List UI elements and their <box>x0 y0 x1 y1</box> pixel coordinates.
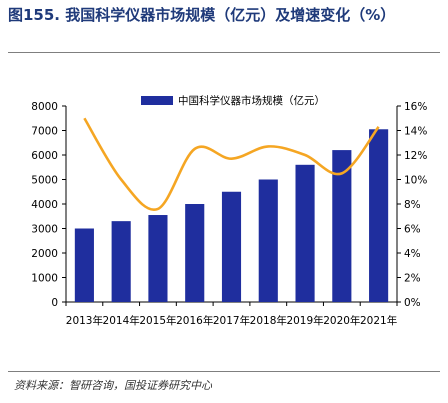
y2-tick-label: 8% <box>404 199 421 211</box>
y-tick-label: 6000 <box>31 150 58 162</box>
y2-tick-label: 6% <box>404 224 421 236</box>
bar <box>369 129 389 302</box>
y2-tick-label: 4% <box>404 248 421 260</box>
bar <box>258 179 278 302</box>
y2-tick-label: 16% <box>404 101 427 113</box>
y2-tick-label: 14% <box>404 126 427 138</box>
y2-tick-label: 12% <box>404 150 427 162</box>
y-tick-label: 7000 <box>31 126 58 138</box>
legend-label-bar: 中国科学仪器市场规模（亿元） <box>178 94 325 107</box>
x-tick-label: 2018年 <box>250 314 287 327</box>
y-tick-label: 4000 <box>31 199 58 211</box>
x-tick-labels: 2013年 2014年 2015年 2016年 2017年 2018年 2019年 2020年… <box>66 314 397 327</box>
y-tick-label: 2000 <box>31 248 58 260</box>
x-tick-label: 2017年 <box>213 314 250 327</box>
bar <box>221 191 242 302</box>
source-note: 资料来源：智研咨询，国投证券研究中心 <box>14 379 212 392</box>
chart: 2013年 2014年 2015年 2016年 2017年 2018年 2019年 2020年… <box>31 94 427 327</box>
y-tick-label: 0 <box>51 297 58 309</box>
x-tick-label: 2015年 <box>139 314 176 327</box>
growth-line-path <box>83 117 380 212</box>
bar <box>111 221 131 302</box>
y2-tick-label: 10% <box>404 175 427 187</box>
legend-swatch-bar <box>141 96 173 105</box>
bar <box>332 150 352 302</box>
bar <box>295 164 315 302</box>
bars <box>74 129 389 302</box>
bottom-divider <box>8 371 440 372</box>
x-tick-label: 2013年 <box>66 314 103 327</box>
bar <box>148 215 168 302</box>
y2-tick-labels: 0% 2% 4% 6% 8% 10% 12% 14% 16% <box>404 101 427 309</box>
legend: 中国科学仪器市场规模（亿元） <box>141 94 325 107</box>
bar <box>74 228 94 302</box>
growth-line <box>83 117 380 212</box>
x-tick-label: 2021年 <box>360 314 397 327</box>
x-tick-label: 2014年 <box>103 314 140 327</box>
y-tick-label: 1000 <box>31 273 58 285</box>
top-divider <box>8 52 440 53</box>
y-tick-label: 5000 <box>31 175 58 187</box>
y-tick-label: 8000 <box>31 101 58 113</box>
bar <box>185 204 205 302</box>
chart-title: 图155. 我国科学仪器市场规模（亿元）及增速变化（%） <box>8 6 396 24</box>
y-tick-labels: 0 1000 2000 3000 4000 5000 6000 7000 8000 <box>31 101 58 309</box>
y2-tick-label: 2% <box>404 273 421 285</box>
x-tick-label: 2020年 <box>323 314 360 327</box>
x-tick-label: 2019年 <box>286 314 323 327</box>
y2-tick-label: 0% <box>404 297 421 309</box>
y-tick-label: 3000 <box>31 224 58 236</box>
x-tick-label: 2016年 <box>176 314 213 327</box>
